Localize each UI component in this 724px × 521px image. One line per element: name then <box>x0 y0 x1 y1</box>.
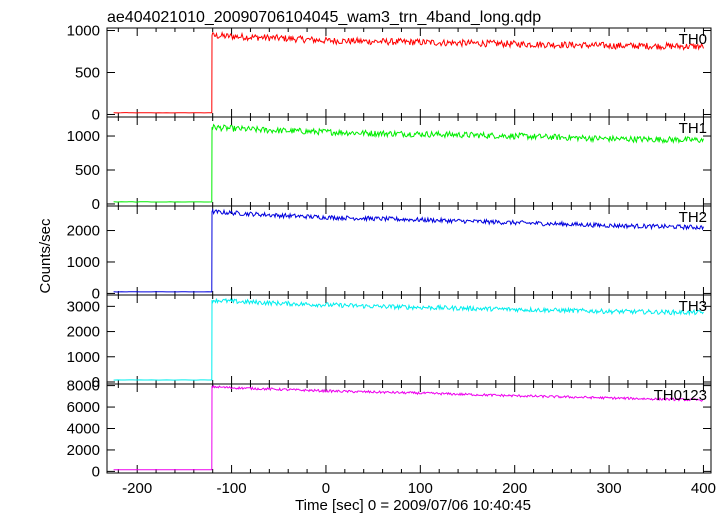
y-tick-label: 500 <box>75 65 100 82</box>
y-tick-label: 0 <box>92 463 100 480</box>
y-tick-label: 2000 <box>67 223 100 240</box>
y-tick-label: 8000 <box>67 378 100 395</box>
x-tick-label: 100 <box>408 480 433 497</box>
y-tick-label: 6000 <box>67 399 100 416</box>
chart-title: ae404021010_20090706104045_wam3_trn_4ban… <box>107 9 541 26</box>
panel-frame-th3 <box>106 294 712 385</box>
series-line-th3 <box>113 297 704 381</box>
panel-frame-th2 <box>106 205 712 296</box>
series-line-th2 <box>113 208 704 293</box>
x-axis-label: Time [sec] 0 = 2009/07/06 10:40:45 <box>295 497 531 514</box>
x-tick-label: 0 <box>322 480 330 497</box>
y-tick-label: 0 <box>92 196 100 213</box>
series-line-th0 <box>113 30 704 114</box>
series-label-th2: TH2 <box>679 209 707 226</box>
y-tick-label: 0 <box>92 106 100 123</box>
series-line-th0123 <box>113 384 704 471</box>
y-tick-label: 2000 <box>67 442 100 459</box>
y-tick-label: 0 <box>92 285 100 302</box>
y-tick-label: 4000 <box>67 421 100 438</box>
x-tick-label: -100 <box>217 480 247 497</box>
x-tick-label: 200 <box>502 480 527 497</box>
series-line-th1 <box>113 123 704 203</box>
x-tick-label: 400 <box>691 480 716 497</box>
series-label-th3: TH3 <box>679 298 707 315</box>
y-tick-label: 2000 <box>67 324 100 341</box>
series-label-th0123: TH0123 <box>654 387 707 404</box>
series-label-th0: TH0 <box>679 31 707 48</box>
x-tick-label: -200 <box>122 480 152 497</box>
y-tick-label: 1000 <box>67 23 100 40</box>
y-tick-label: 1000 <box>67 254 100 271</box>
panel-frame-th1 <box>106 116 712 207</box>
x-tick-label: 300 <box>597 480 622 497</box>
y-axis-label: Counts/sec <box>37 218 54 294</box>
y-tick-label: 1000 <box>67 349 100 366</box>
series-label-th1: TH1 <box>679 120 707 137</box>
y-tick-label: 0 <box>92 374 100 391</box>
y-tick-label: 3000 <box>67 298 100 315</box>
y-tick-label: 500 <box>75 162 100 179</box>
y-tick-label: 1000 <box>67 128 100 145</box>
